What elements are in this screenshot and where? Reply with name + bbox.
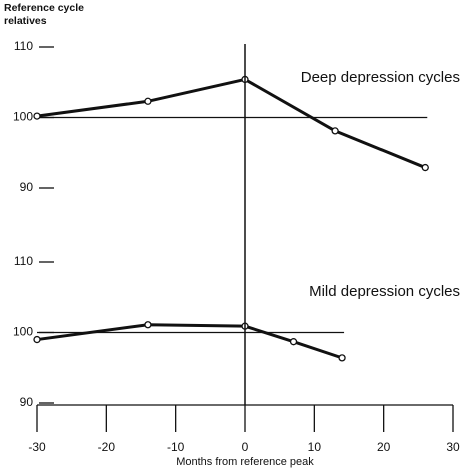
data-point (33, 112, 41, 120)
y-axis-label: Reference cycle relatives (4, 2, 84, 27)
x-axis-label: Months from reference peak (176, 456, 314, 468)
data-point (338, 354, 346, 362)
annotation: Mild depression cycles (309, 283, 460, 300)
y-tick-label: 90 (20, 180, 34, 194)
data-point (144, 97, 152, 105)
x-tick-label: -10 (167, 440, 185, 454)
data-point (421, 163, 429, 172)
data-point (33, 335, 41, 344)
y-tick-label: 90 (20, 395, 34, 409)
x-tick-label: 10 (308, 440, 322, 454)
x-tick-label: 0 (242, 440, 249, 454)
x-tick-label: -20 (98, 440, 116, 454)
y-tick-label: 110 (14, 254, 33, 268)
y-tick-label: 100 (13, 325, 33, 339)
data-line (36, 77, 426, 169)
data-point (144, 321, 152, 329)
data-point (289, 338, 298, 346)
x-tick-label: 30 (446, 440, 460, 454)
y-tick-label: 110 (14, 39, 33, 53)
annotation: Deep depression cycles (301, 69, 460, 86)
x-tick-label: -30 (28, 440, 46, 454)
y-tick-label: 100 (13, 110, 33, 124)
data-point (331, 127, 339, 135)
x-tick-label: 20 (377, 440, 391, 454)
